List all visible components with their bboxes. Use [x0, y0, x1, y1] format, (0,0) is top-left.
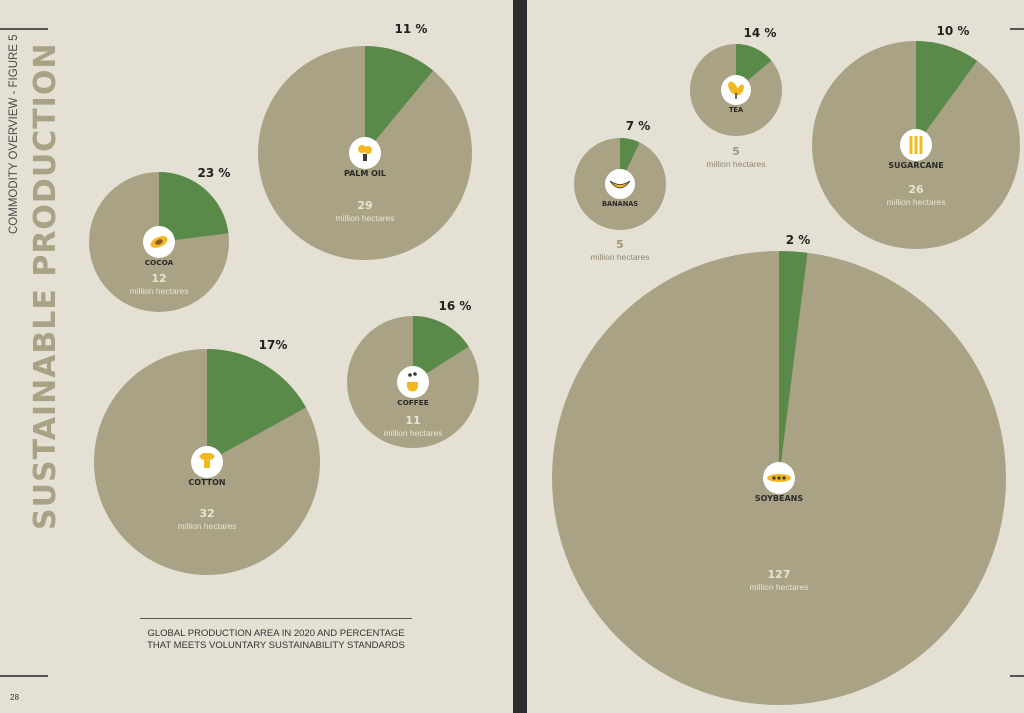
- caption-line-2: THAT MEETS VOLUNTARY SUSTAINABILITY STAN…: [147, 640, 405, 651]
- tea-icon: [728, 81, 744, 99]
- top-right-rule: [1010, 28, 1024, 30]
- cotton-icon: [199, 453, 215, 468]
- palm-oil-icon: [358, 145, 372, 161]
- area-value-coffee: 11: [405, 414, 420, 427]
- area-unit-palm-oil: million hectares: [335, 213, 394, 223]
- pct-label-coffee: 16 %: [439, 299, 472, 313]
- label-coffee: COFFEE: [397, 398, 429, 407]
- area-value-cocoa: 12: [151, 272, 166, 285]
- book-spine: [513, 0, 527, 713]
- label-cotton: COTTON: [188, 478, 225, 487]
- pct-label-tea: 14 %: [744, 26, 777, 40]
- pie-certified-slice-cocoa: [159, 172, 229, 242]
- soybeans-icon: [767, 474, 791, 482]
- pct-label-cotton: 17%: [259, 338, 288, 352]
- area-unit-tea: million hectares: [706, 159, 765, 169]
- pct-label-sugarcane: 10 %: [937, 24, 970, 38]
- area-unit-cocoa: million hectares: [129, 286, 188, 296]
- pie-certified-slice-palm-oil: [365, 46, 434, 153]
- cocoa-icon: [150, 236, 168, 248]
- top-left-rule: [0, 28, 48, 30]
- coffee-icon: [407, 372, 418, 392]
- pie-certified-slice-sugarcane: [916, 41, 978, 145]
- pct-label-soybeans: 2 %: [786, 233, 811, 247]
- area-value-cotton: 32: [199, 507, 214, 520]
- bananas-icon: [609, 180, 631, 189]
- area-value-tea: 5: [732, 145, 740, 158]
- bottom-left-rule: [0, 675, 48, 677]
- area-unit-cotton: million hectares: [177, 521, 236, 531]
- area-unit-bananas: million hectares: [590, 252, 649, 262]
- badge-palm-oil: [349, 137, 381, 169]
- label-tea: TEA: [729, 106, 744, 114]
- page-number: 28: [10, 693, 19, 702]
- pie-certified-slice-soybeans: [779, 251, 808, 478]
- sugarcane-icon: [909, 136, 923, 154]
- area-unit-coffee: million hectares: [383, 428, 442, 438]
- pie-certified-slice-cotton: [207, 349, 307, 462]
- label-bananas: BANANAS: [602, 200, 638, 208]
- pct-label-palm-oil: 11 %: [395, 22, 428, 36]
- badge-bananas: [605, 169, 635, 199]
- area-value-bananas: 5: [616, 238, 624, 251]
- label-cocoa: COCOA: [145, 258, 174, 267]
- label-sugarcane: SUGARCANE: [888, 161, 943, 170]
- caption-rule: [140, 618, 412, 619]
- label-soybeans: SOYBEANS: [755, 494, 804, 503]
- bottom-right-rule: [1010, 675, 1024, 677]
- area-value-palm-oil: 29: [357, 199, 372, 212]
- pct-label-bananas: 7 %: [626, 119, 651, 133]
- area-unit-sugarcane: million hectares: [886, 197, 945, 207]
- label-palm-oil: PALM OIL: [344, 169, 386, 178]
- figure-caption: GLOBAL PRODUCTION AREA IN 2020 AND PERCE…: [140, 628, 412, 652]
- pie-certified-slice-coffee: [413, 316, 469, 382]
- area-unit-soybeans: million hectares: [749, 582, 808, 592]
- area-value-soybeans: 127: [768, 568, 791, 581]
- pct-label-cocoa: 23 %: [198, 166, 231, 180]
- area-value-sugarcane: 26: [908, 183, 924, 196]
- caption-line-1: GLOBAL PRODUCTION AREA IN 2020 AND PERCE…: [147, 628, 405, 639]
